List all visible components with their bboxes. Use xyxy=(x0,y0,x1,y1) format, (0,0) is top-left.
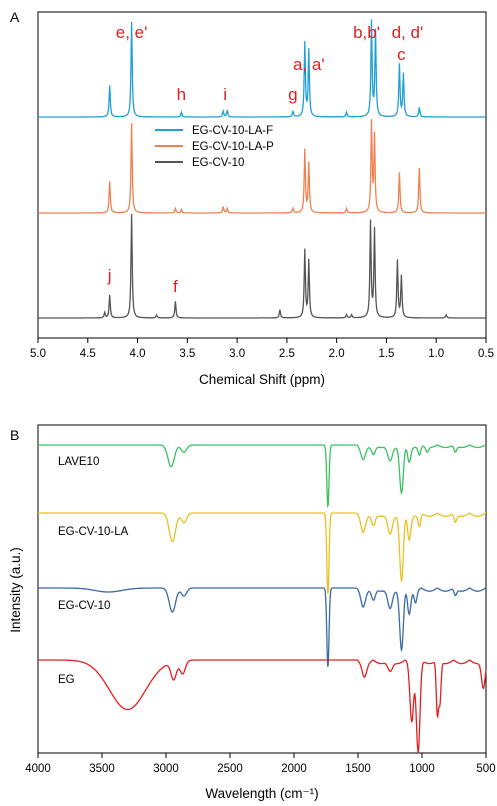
nmr-series-eg-cv-10-la-p xyxy=(38,118,486,214)
panel-a-letter: A xyxy=(10,9,20,25)
nmr-x-tick-label: 1.0 xyxy=(428,348,444,360)
ir-series-eg-cv-10-la xyxy=(38,512,487,594)
ir-series-label: EG xyxy=(58,674,75,686)
nmr-x-tick-label: 5.0 xyxy=(30,348,46,360)
nmr-chart: 5.0 4.5 4.0 3.5 3.0 2.5 2.0 1.5 1.0 0.5 e, e' h i ga… xyxy=(30,11,494,387)
panel-b-letter: B xyxy=(10,427,19,443)
ir-x-tick-label: 500 xyxy=(476,763,495,775)
nmr-x-tick-label: 4.5 xyxy=(80,348,96,360)
ir-x-tick-label: 1000 xyxy=(409,763,435,775)
ir-series-group: LAVE10 EG-CV-10-LA EG-CV-10 EG xyxy=(38,444,487,755)
nmr-x-tick-label: 2.5 xyxy=(279,348,295,360)
nmr-legend-entry: EG-CV-10-LA-F xyxy=(192,125,273,137)
nmr-series-eg-cv-10-la-f xyxy=(38,19,486,118)
nmr-peak-label: g xyxy=(288,85,297,104)
nmr-x-axis: 5.0 4.5 4.0 3.5 3.0 2.5 2.0 1.5 1.0 0.5 xyxy=(30,338,494,360)
nmr-x-tick-label: 1.5 xyxy=(378,348,394,360)
ir-series-label: EG-CV-10-LA xyxy=(58,526,129,538)
nmr-x-axis-label: Chemical Shift (ppm) xyxy=(199,372,325,387)
nmr-series-group xyxy=(38,19,486,319)
nmr-series-eg-cv-10 xyxy=(38,213,486,319)
ir-x-tick-label: 1500 xyxy=(345,763,371,775)
ir-x-tick-label: 4000 xyxy=(25,763,51,775)
ir-x-tick-label: 2000 xyxy=(281,763,307,775)
ir-series-eg xyxy=(38,659,487,755)
nmr-x-tick-label: 3.5 xyxy=(179,348,195,360)
nmr-peak-label: d, d' xyxy=(392,23,424,42)
nmr-plot-frame xyxy=(37,11,487,339)
nmr-peak-label: a, a' xyxy=(293,55,325,74)
nmr-x-tick-label: 3.0 xyxy=(229,348,245,360)
nmr-peak-label: j xyxy=(107,266,112,285)
nmr-peak-label: f xyxy=(173,277,178,296)
ir-series-lave10 xyxy=(38,444,487,509)
nmr-peak-label: i xyxy=(223,85,227,104)
nmr-annotations: e, e' h i g a, a' b,b' d, d' c j f xyxy=(107,23,423,296)
ir-chart: 4000 3500 3000 2500 2000 1500 1000 500 LAVE10 EG… xyxy=(8,424,496,801)
nmr-x-tick-label: 4.0 xyxy=(130,348,146,360)
nmr-legend-entry: EG-CV-10-LA-P xyxy=(192,141,274,153)
nmr-legend-entry: EG-CV-10 xyxy=(192,157,244,169)
ir-x-tick-label: 3500 xyxy=(89,763,115,775)
ir-x-tick-label: 2500 xyxy=(217,763,243,775)
ir-x-axis: 4000 3500 3000 2500 2000 1500 1000 500 xyxy=(25,753,496,775)
nmr-peak-label: e, e' xyxy=(116,23,148,42)
ir-x-axis-label: Wavelength (cm⁻¹) xyxy=(205,786,318,801)
nmr-peak-label: b,b' xyxy=(353,23,380,42)
nmr-legend: EG-CV-10-LA-F EG-CV-10-LA-P EG-CV-10 xyxy=(155,125,274,169)
ir-x-tick-label: 3000 xyxy=(153,763,179,775)
nmr-peak-label: h xyxy=(177,85,186,104)
ir-plot-frame xyxy=(37,424,487,754)
ir-series-eg-cv-10 xyxy=(38,587,487,667)
ir-y-axis-label: Intensity (a.u.) xyxy=(8,547,23,633)
nmr-x-tick-label: 2.0 xyxy=(329,348,345,360)
nmr-peak-label: c xyxy=(397,45,406,64)
ir-series-label: LAVE10 xyxy=(58,456,99,468)
nmr-x-tick-label: 0.5 xyxy=(478,348,494,360)
ir-series-label: EG-CV-10 xyxy=(58,600,110,612)
